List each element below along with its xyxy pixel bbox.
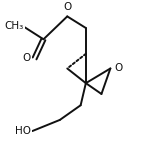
Text: CH₃: CH₃ xyxy=(4,22,23,31)
Text: O: O xyxy=(63,2,71,12)
Text: HO: HO xyxy=(15,126,31,136)
Text: O: O xyxy=(22,53,31,63)
Text: O: O xyxy=(114,63,122,73)
